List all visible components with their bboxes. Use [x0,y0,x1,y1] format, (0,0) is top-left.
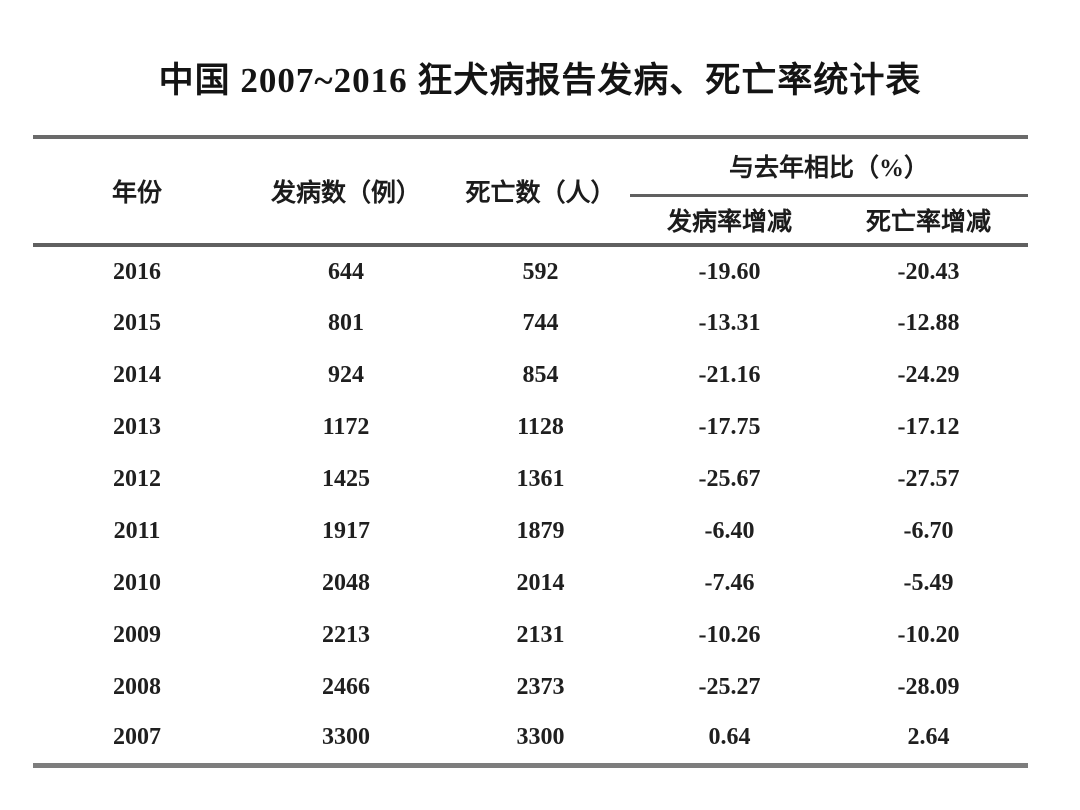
column-header-incidence-change: 发病率增减 [630,195,829,247]
cell-cases: 1917 [322,517,370,544]
cell-year: 2014 [113,361,161,388]
cell-incidence-change: -25.27 [698,673,761,700]
cell-deaths: 592 [522,258,559,285]
cell-deaths: 1128 [517,413,564,440]
cell-mortality-change: -17.12 [897,413,960,440]
cell-mortality-change: -6.70 [903,517,954,544]
table-row: 2014 924 854 -21.16 -24.29 [33,349,1028,401]
cell-year: 2012 [113,465,161,492]
table-row: 2012 1425 1361 -25.67 -27.57 [33,453,1028,505]
column-header-deaths: 死亡数（人） [451,137,630,247]
cell-incidence-change: -10.26 [698,621,761,648]
cell-incidence-change: -19.60 [698,258,761,285]
column-header-year: 年份 [33,137,241,247]
cell-mortality-change: -28.09 [897,673,960,700]
table-title: 中国 2007~2016 狂犬病报告发病、死亡率统计表 [158,61,922,100]
statistics-table: 年份 发病数（例） 死亡数（人） 与去年相比（%） 发病率增减 死亡率增减 20… [33,135,1029,768]
cell-deaths: 2014 [516,569,565,596]
cell-deaths: 2373 [516,673,565,700]
cell-cases: 924 [328,361,364,388]
cell-deaths: 1361 [516,465,565,492]
cell-year: 2011 [113,517,161,544]
table-row: 2011 1917 1879 -6.40 -6.70 [33,505,1028,557]
table-row: 2015 801 744 -13.31 -12.88 [33,297,1028,349]
cell-incidence-change: -25.67 [698,465,761,492]
table-row: 2010 2048 2014 -7.46 -5.49 [33,557,1028,609]
cell-year: 2007 [113,724,161,751]
header-row-sub: 发病率增减 死亡率增减 [33,195,1029,247]
cell-mortality-change: -10.20 [897,621,960,648]
cell-year: 2008 [113,673,161,700]
table-row: 2009 2213 2131 -10.26 -10.20 [33,609,1028,661]
cell-deaths: 1879 [516,517,565,544]
column-header-cases: 发病数（例） [241,137,451,247]
header-row-top: 年份 发病数（例） 死亡数（人） 与去年相比（%） [33,137,1029,247]
cell-year: 2010 [113,569,161,596]
cell-incidence-change: -6.40 [704,517,755,544]
cell-year: 2013 [113,413,161,440]
table-row: 2008 2466 2373 -25.27 -28.09 [33,661,1028,713]
cell-incidence-change: -21.16 [698,361,761,388]
cell-incidence-change: 0.64 [708,724,751,751]
cell-deaths: 2131 [516,621,565,648]
column-group-header-vs-last-year: 与去年相比（%） [630,137,1029,197]
table-body: 2016 644 592 -19.60 -20.43 2015 801 744 -13.31 -1… [33,245,1028,765]
cell-mortality-change: -27.57 [897,465,960,492]
cell-incidence-change: -17.75 [698,413,761,440]
cell-cases: 3300 [322,724,370,751]
cell-year: 2016 [113,258,161,285]
cell-cases: 1172 [322,413,370,440]
cell-mortality-change: -12.88 [897,309,960,336]
cell-year: 2015 [113,309,161,336]
cell-cases: 644 [328,258,364,285]
cell-mortality-change: -5.49 [903,569,954,596]
table-row: 2016 644 592 -19.60 -20.43 [33,245,1028,297]
table-row: 2007 3300 3300 0.64 2.64 [33,713,1028,765]
cell-cases: 2048 [322,569,370,596]
cell-cases: 801 [328,309,364,336]
cell-incidence-change: -7.46 [704,569,755,596]
cell-mortality-change: -24.29 [897,361,960,388]
cell-deaths: 3300 [516,724,565,751]
cell-cases: 2466 [322,673,370,700]
cell-cases: 2213 [322,621,370,648]
cell-mortality-change: 2.64 [907,724,950,751]
table-row: 2013 1172 1128 -17.75 -17.12 [33,401,1028,453]
cell-mortality-change: -20.43 [897,258,960,285]
cell-cases: 1425 [322,465,370,492]
cell-deaths: 854 [522,361,559,388]
cell-deaths: 744 [522,309,559,336]
table-header: 年份 发病数（例） 死亡数（人） 与去年相比（%） 发病率增减 死亡率增减 [33,137,1029,247]
column-header-mortality-change: 死亡率增减 [829,195,1029,247]
cell-incidence-change: -13.31 [698,309,761,336]
cell-year: 2009 [113,621,161,648]
